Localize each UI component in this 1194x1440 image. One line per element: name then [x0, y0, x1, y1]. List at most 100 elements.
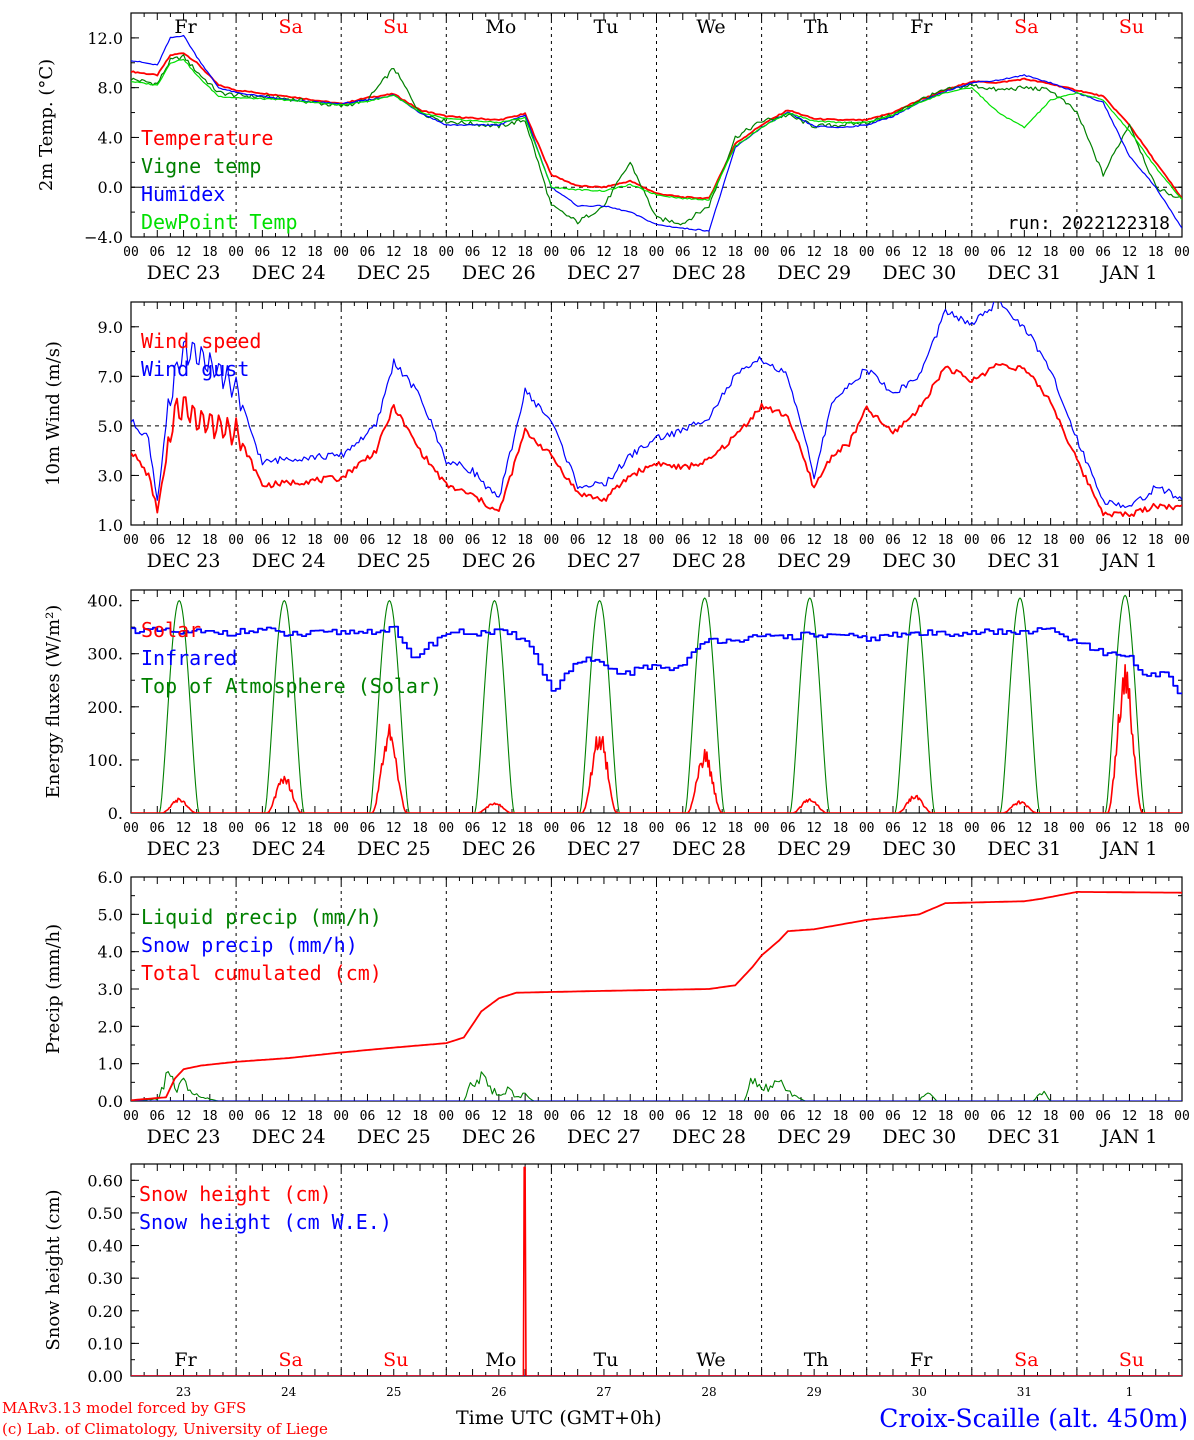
hour-tick-label: 12: [911, 533, 927, 548]
hour-tick-label: 06: [780, 533, 796, 548]
date-label: DEC 29: [777, 1126, 851, 1148]
y-axis-label: Snow height (cm): [43, 1189, 64, 1350]
weekday-label: Su: [1119, 16, 1144, 38]
hour-tick-label: 00: [649, 533, 665, 548]
hour-tick-label: 12: [701, 245, 717, 260]
date-label: DEC 28: [672, 550, 746, 572]
weekday-label: Fr: [910, 1349, 933, 1371]
hour-tick-label: 18: [1043, 245, 1059, 260]
hour-tick-label: 12: [596, 245, 612, 260]
hour-tick-label: 12: [1017, 533, 1033, 548]
hour-tick-label: 00: [123, 533, 139, 548]
weekday-label: Mo: [485, 16, 516, 38]
hour-tick-label: 00: [1174, 533, 1190, 548]
date-label: DEC 24: [252, 838, 326, 860]
hour-tick-label: 18: [202, 1109, 218, 1124]
hour-tick-label: 06: [149, 245, 165, 260]
hour-tick-label: 06: [570, 533, 586, 548]
hour-tick-label: 18: [1043, 1109, 1059, 1124]
hour-tick-label: 12: [281, 533, 297, 548]
hour-tick-label: 06: [1095, 245, 1111, 260]
date-label: JAN 1: [1099, 550, 1157, 572]
hour-tick-label: 18: [412, 245, 428, 260]
hour-tick-label: 18: [1148, 245, 1164, 260]
date-label: DEC 26: [462, 550, 536, 572]
date-label: DEC 28: [672, 838, 746, 860]
date-label: DEC 30: [882, 1126, 956, 1148]
hour-tick-label: 00: [1069, 1109, 1085, 1124]
station-label: Croix-Scaille (alt. 450m): [879, 1404, 1188, 1433]
hour-tick-label: 12: [1122, 821, 1138, 836]
series-line-dewpoint-temp: [131, 58, 1182, 201]
series-line-snow-cm: [131, 1166, 1182, 1376]
y-tick-label: 0.0: [98, 178, 123, 197]
hour-tick-label: 00: [438, 1109, 454, 1124]
series-line-wind-gust: [131, 302, 1182, 509]
hour-tick-label: 12: [596, 1109, 612, 1124]
hour-tick-label: 12: [386, 245, 402, 260]
day-number-label: 26: [491, 1385, 506, 1399]
hour-tick-label: 06: [990, 821, 1006, 836]
legend-entry: Total cumulated (cm): [141, 961, 382, 985]
date-label: DEC 25: [357, 550, 431, 572]
hour-tick-label: 06: [885, 821, 901, 836]
hour-tick-label: 18: [833, 245, 849, 260]
hour-tick-label: 00: [544, 245, 560, 260]
hour-tick-label: 12: [911, 821, 927, 836]
hour-tick-label: 00: [649, 245, 665, 260]
hour-tick-label: 00: [544, 821, 560, 836]
hour-tick-label: 18: [202, 821, 218, 836]
hour-tick-label: 18: [1148, 533, 1164, 548]
hour-tick-label: 00: [123, 245, 139, 260]
y-tick-label: 0.30: [87, 1269, 123, 1288]
date-label: DEC 25: [357, 1126, 431, 1148]
date-label: DEC 29: [777, 262, 851, 284]
y-tick-label: 200.: [87, 698, 123, 717]
legend-entry: Temperature: [141, 126, 273, 150]
y-tick-label: 5.0: [98, 905, 123, 924]
hour-tick-label: 18: [622, 821, 638, 836]
date-label: JAN 1: [1099, 838, 1157, 860]
legend-entry: Infrared: [141, 646, 237, 670]
date-label: DEC 23: [147, 550, 221, 572]
weekday-label: We: [696, 1349, 725, 1371]
weekday-label: Sa: [278, 16, 302, 38]
hour-tick-label: 06: [360, 821, 376, 836]
weekday-label: Sa: [278, 1349, 302, 1371]
run-label: run: 2022122318: [1007, 213, 1170, 234]
hour-tick-label: 00: [754, 245, 770, 260]
hour-tick-label: 18: [412, 821, 428, 836]
hour-tick-label: 00: [964, 1109, 980, 1124]
hour-tick-label: 06: [255, 821, 271, 836]
hour-tick-label: 12: [701, 1109, 717, 1124]
date-label: DEC 31: [987, 550, 1061, 572]
hour-tick-label: 12: [806, 1109, 822, 1124]
hour-tick-label: 12: [281, 821, 297, 836]
hour-tick-label: 06: [465, 245, 481, 260]
hour-tick-label: 18: [517, 245, 533, 260]
hour-tick-label: 06: [149, 1109, 165, 1124]
hour-tick-label: 00: [1174, 821, 1190, 836]
y-tick-label: 1.0: [98, 516, 123, 535]
hour-tick-label: 12: [1017, 821, 1033, 836]
date-label: DEC 24: [252, 262, 326, 284]
hour-tick-label: 12: [386, 1109, 402, 1124]
hour-tick-label: 00: [333, 245, 349, 260]
hour-tick-label: 06: [990, 1109, 1006, 1124]
date-label: DEC 31: [987, 1126, 1061, 1148]
hour-tick-label: 12: [806, 245, 822, 260]
hour-tick-label: 00: [438, 533, 454, 548]
y-tick-label: 0.0: [98, 1092, 123, 1111]
hour-tick-label: 00: [859, 821, 875, 836]
lab-credit: (c) Lab. of Climatology, University of L…: [2, 1420, 328, 1438]
hour-tick-label: 12: [596, 821, 612, 836]
hour-tick-label: 18: [307, 533, 323, 548]
date-label: DEC 31: [987, 262, 1061, 284]
hour-tick-label: 06: [1095, 821, 1111, 836]
hour-tick-label: 00: [859, 533, 875, 548]
legend-entry: Vigne temp: [141, 154, 261, 178]
hour-tick-label: 12: [1017, 245, 1033, 260]
hour-tick-label: 12: [1122, 1109, 1138, 1124]
date-label: DEC 23: [147, 838, 221, 860]
date-label: DEC 27: [567, 838, 641, 860]
